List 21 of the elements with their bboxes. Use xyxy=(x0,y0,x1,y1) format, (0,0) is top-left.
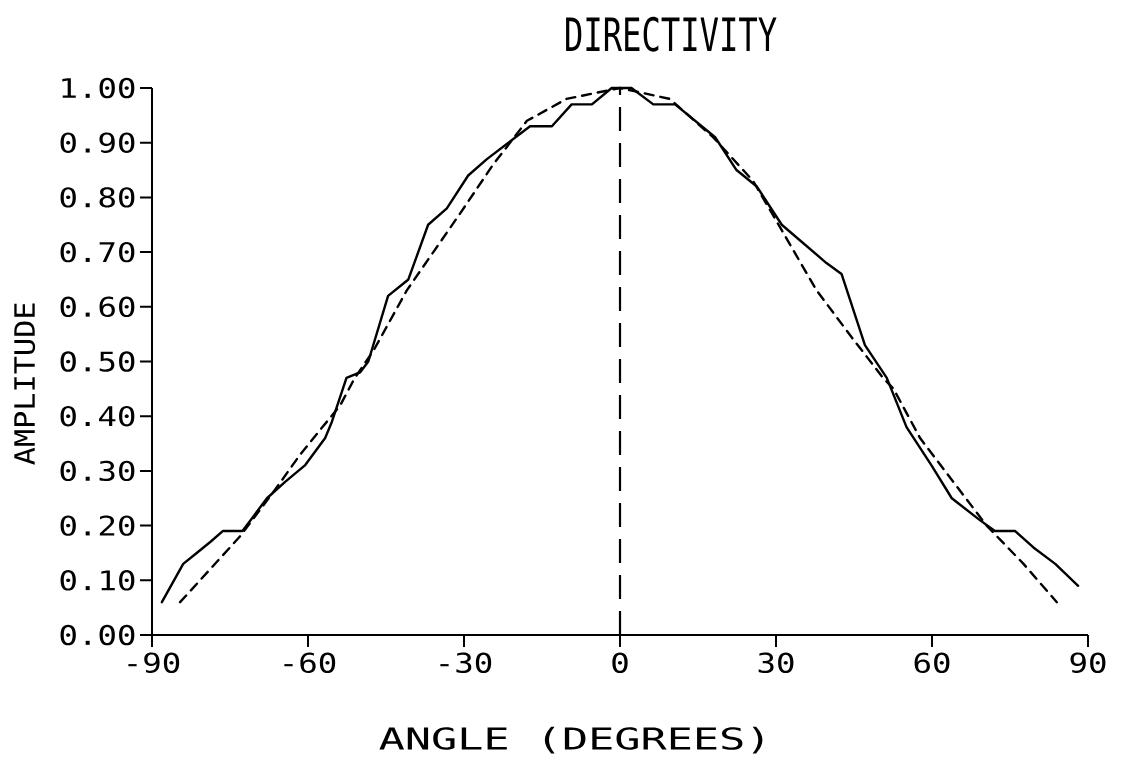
x-tick-label: -90 xyxy=(128,652,180,673)
y-tick-label: 0.80 xyxy=(60,187,135,208)
x-tick-label: -30 xyxy=(440,652,492,673)
y-tick-label: 0.10 xyxy=(60,570,135,591)
y-tick-label: 0.30 xyxy=(60,460,135,482)
y-tick-label: 0.70 xyxy=(60,241,135,263)
x-tick-label: 90 xyxy=(1070,652,1106,673)
x-tick-label: 60 xyxy=(914,652,950,673)
y-tick-label: 0.90 xyxy=(60,132,135,153)
x-tick-label: 30 xyxy=(758,652,794,673)
y-tick-label: 1.00 xyxy=(62,77,135,99)
x-tick-label: -60 xyxy=(284,652,336,673)
y-tick-label: 0.20 xyxy=(60,515,135,536)
x-axis-title: ANGLE (DEGREES) xyxy=(379,726,763,754)
chart-title: DIRECTIVITY xyxy=(566,16,777,52)
y-tick-label: 0.00 xyxy=(60,624,135,646)
y-tick-label: 0.60 xyxy=(60,296,135,317)
x-tick-label: 0 xyxy=(612,652,628,673)
y-axis-title: AMPLITUDE xyxy=(14,303,36,465)
y-tick-label: 0.50 xyxy=(60,351,135,372)
y-tick-label: 0.40 xyxy=(60,405,135,427)
